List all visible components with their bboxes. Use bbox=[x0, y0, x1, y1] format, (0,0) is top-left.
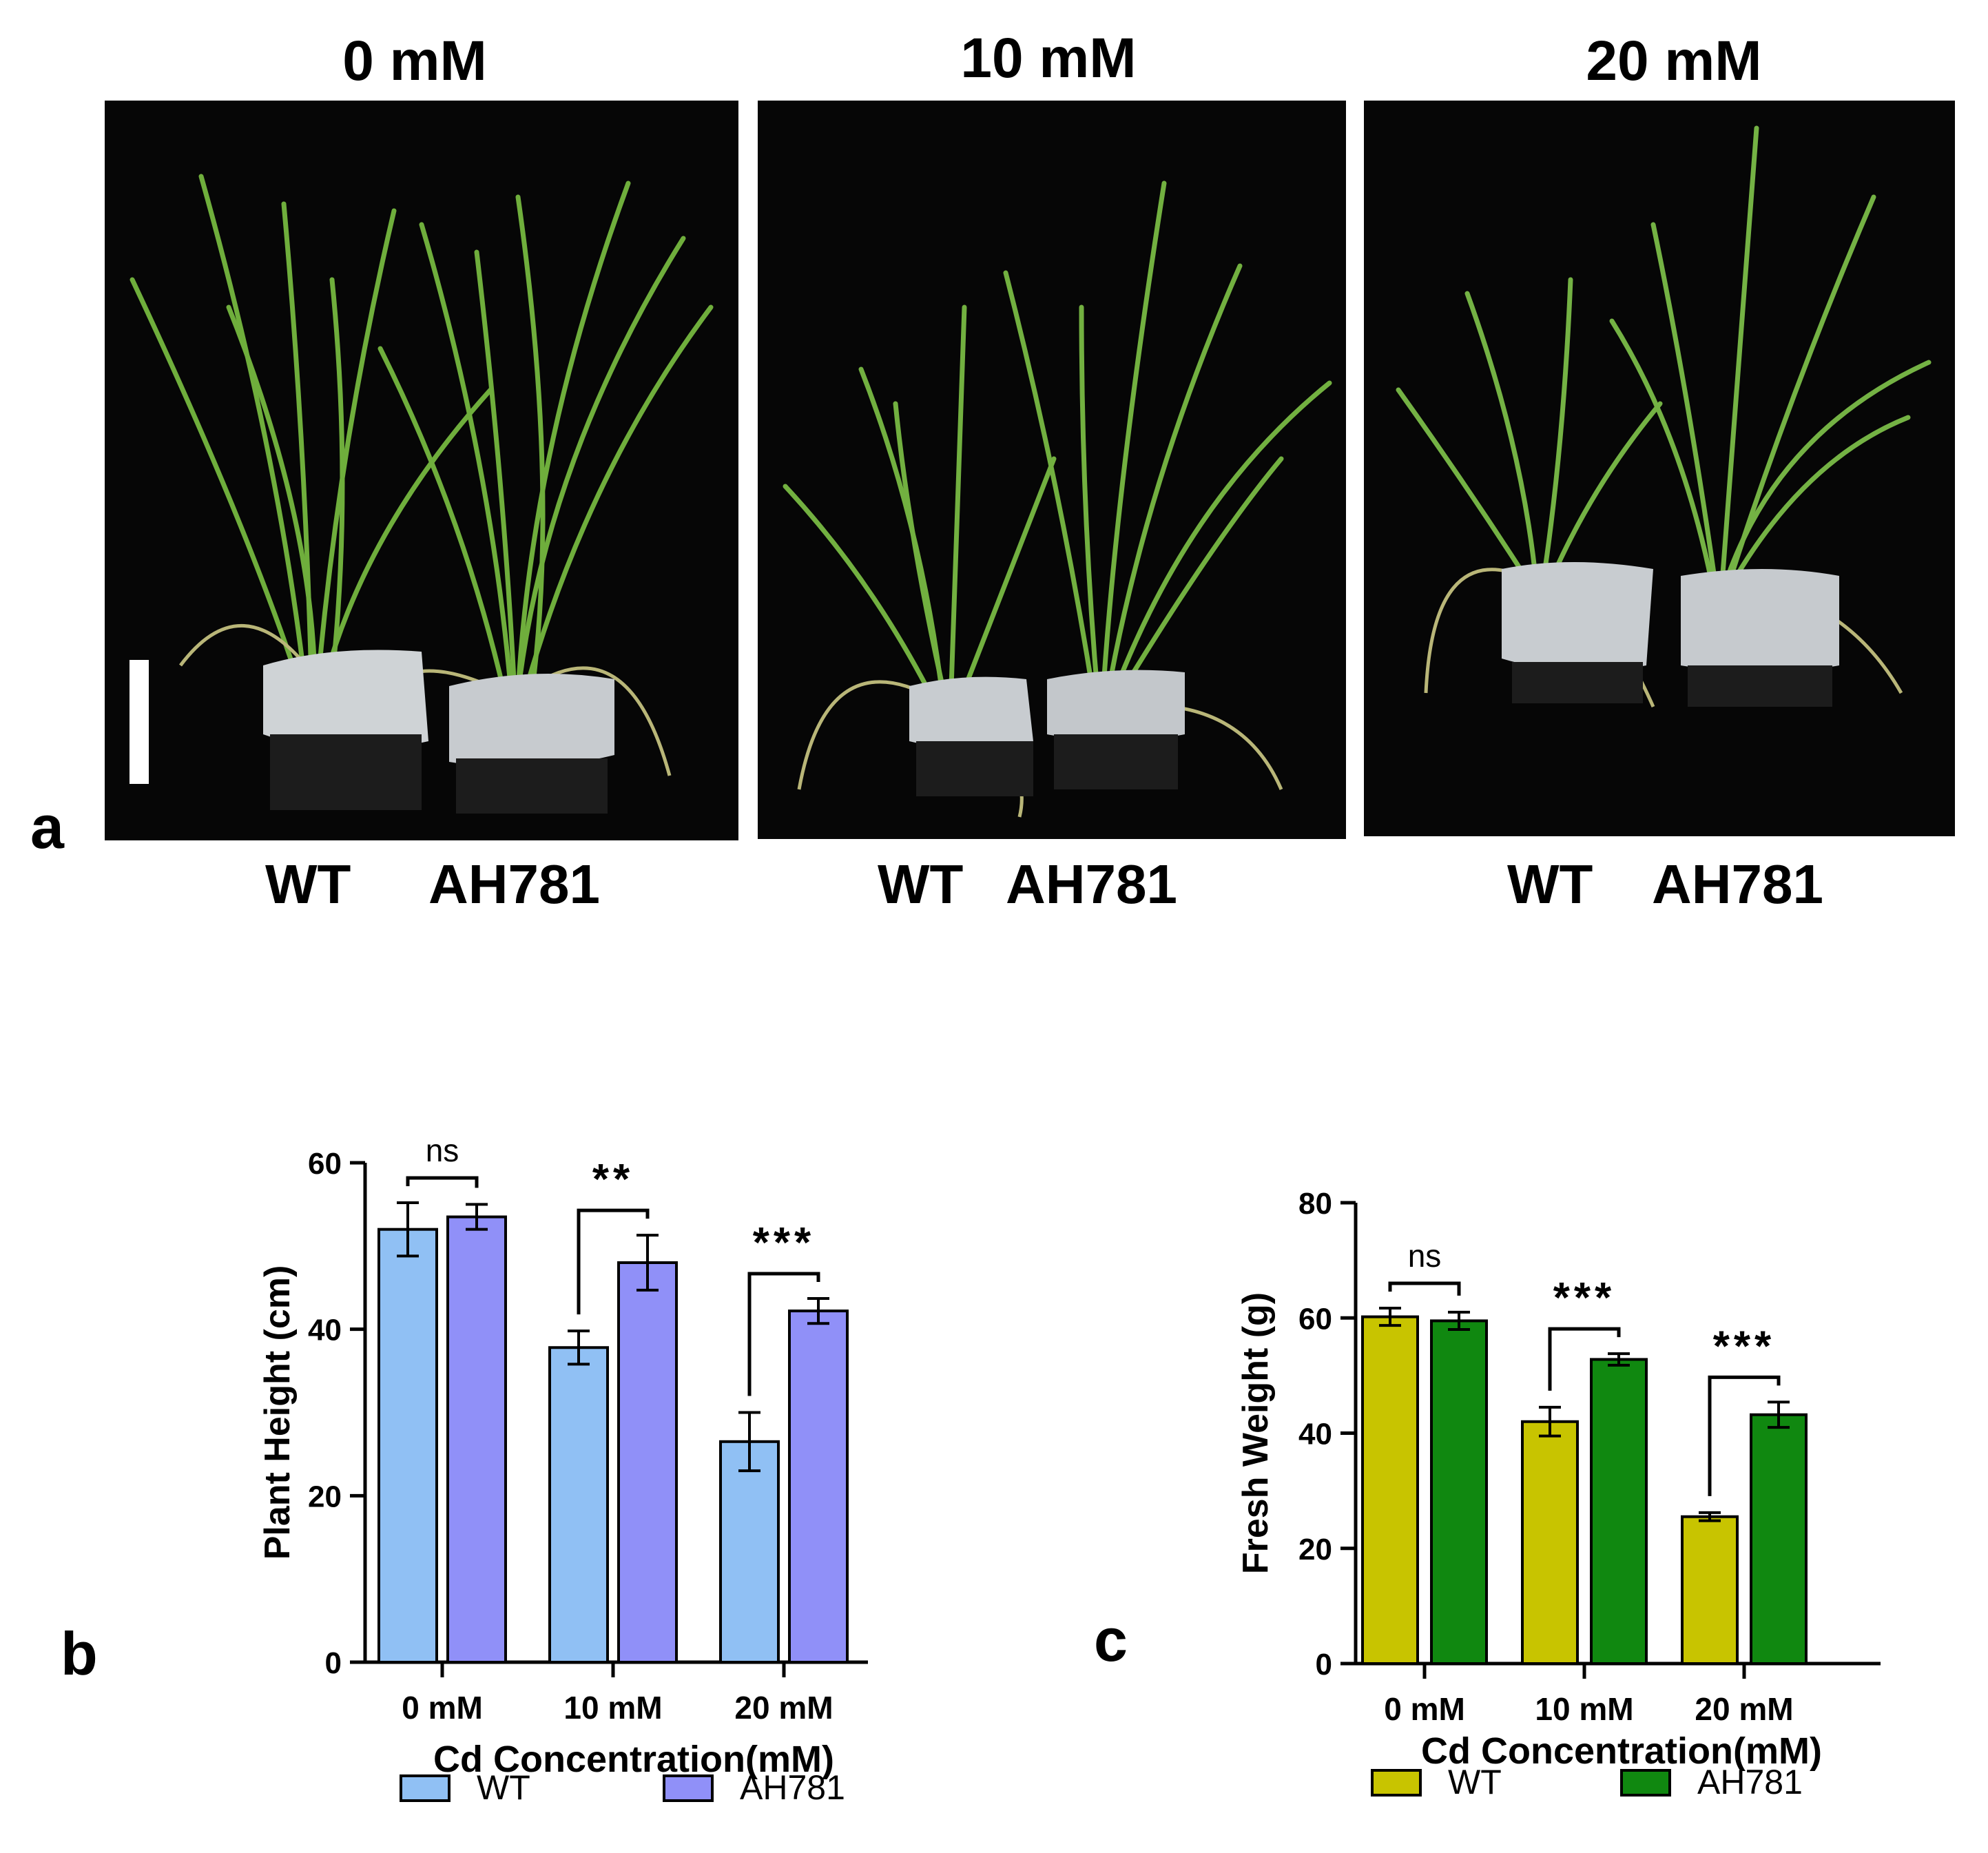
x-axis-label: Cd Concentration(mM) bbox=[1421, 1730, 1822, 1772]
plant-photo-10mM bbox=[758, 101, 1346, 839]
y-tick-label-4: 80 bbox=[1298, 1187, 1332, 1221]
mutant-label-20mM: AH781 bbox=[1652, 853, 1824, 915]
x-tick-label-0: 0 mM bbox=[1384, 1691, 1465, 1727]
significance-label-0: ns bbox=[426, 1132, 459, 1168]
x-tick-label-0: 0 mM bbox=[402, 1690, 483, 1726]
bar-wt-2 bbox=[719, 1440, 780, 1664]
significance-bracket-0 bbox=[406, 1176, 479, 1188]
wt-label-10mM: WT bbox=[878, 853, 964, 915]
x-tick-label-2: 20 mM bbox=[734, 1690, 833, 1726]
plant-photo-0mM bbox=[105, 101, 738, 840]
significance-label-2: *** bbox=[753, 1219, 815, 1267]
legend-swatch-wt bbox=[400, 1774, 451, 1802]
y-axis-label: Plant Height (cm) bbox=[258, 1265, 298, 1560]
legend-swatch-wt bbox=[1371, 1769, 1422, 1797]
y-tick-label-3: 60 bbox=[308, 1147, 342, 1181]
significance-label-1: *** bbox=[1553, 1274, 1615, 1322]
plant-photo-20mM bbox=[1364, 101, 1955, 836]
significance-bracket-2 bbox=[747, 1272, 820, 1396]
condition-title-0: 0 mM bbox=[342, 30, 487, 92]
bar-ah781-2 bbox=[788, 1309, 849, 1664]
bar-wt-0 bbox=[377, 1228, 438, 1664]
plant-photo-10mM-art bbox=[758, 101, 1346, 839]
bar-ah781-2 bbox=[1750, 1413, 1808, 1665]
condition-title-2: 20 mM bbox=[1586, 30, 1762, 92]
x-axis-label: Cd Concentration(mM) bbox=[433, 1739, 834, 1780]
y-tick-label-1: 20 bbox=[1298, 1533, 1332, 1566]
chart-plant-height: 0 20 40 60 Plant Height (cm) 0 mM ns 10 mM ** 20 … bbox=[258, 1132, 868, 1807]
y-axis-label: Fresh Weight (g) bbox=[1236, 1292, 1276, 1574]
legend-swatch-ah781 bbox=[1620, 1769, 1671, 1797]
significance-bracket-1 bbox=[577, 1208, 650, 1315]
plant-photo-0mM-art bbox=[105, 101, 738, 840]
y-tick-label-1: 20 bbox=[308, 1480, 342, 1513]
legend-label-ah781: AH781 bbox=[1697, 1763, 1803, 1801]
significance-bracket-1 bbox=[1548, 1327, 1621, 1391]
y-tick-label-2: 40 bbox=[1298, 1418, 1332, 1451]
bar-wt-2 bbox=[1681, 1515, 1739, 1665]
y-tick-label-0: 0 bbox=[1316, 1648, 1332, 1681]
panel-letter-b: b bbox=[61, 1619, 98, 1688]
panel-letter-a: a bbox=[30, 793, 64, 861]
legend-swatch-ah781 bbox=[663, 1774, 714, 1802]
bar-wt-1 bbox=[548, 1346, 609, 1664]
panel-letter-c: c bbox=[1094, 1606, 1128, 1674]
x-tick-label-2: 20 mM bbox=[1695, 1691, 1793, 1727]
chart-fresh-weight: 0 20 40 60 80 Fresh Weight (g) 0 mM ns 10 mM *** 2… bbox=[1236, 1187, 1881, 1801]
bar-ah781-1 bbox=[617, 1261, 678, 1664]
bar-ah781-0 bbox=[1430, 1319, 1488, 1665]
wt-label-0mM: WT bbox=[265, 853, 351, 915]
plant-photo-20mM-art bbox=[1364, 101, 1955, 836]
bar-wt-0 bbox=[1361, 1315, 1419, 1665]
bar-wt-1 bbox=[1521, 1420, 1579, 1665]
mutant-label-10mM: AH781 bbox=[1006, 853, 1178, 915]
x-tick-label-1: 10 mM bbox=[563, 1690, 662, 1726]
y-tick-label-2: 40 bbox=[308, 1314, 342, 1347]
bar-ah781-0 bbox=[446, 1215, 507, 1664]
significance-label-2: *** bbox=[1713, 1323, 1775, 1370]
legend-label-ah781: AH781 bbox=[740, 1768, 845, 1807]
legend-label-wt: WT bbox=[477, 1768, 530, 1807]
significance-bracket-0 bbox=[1388, 1281, 1461, 1296]
mutant-label-0mM: AH781 bbox=[428, 853, 601, 915]
significance-label-1: ** bbox=[592, 1156, 634, 1203]
y-tick-label-3: 60 bbox=[1298, 1302, 1332, 1336]
bar-ah781-1 bbox=[1590, 1358, 1648, 1665]
wt-label-20mM: WT bbox=[1507, 853, 1593, 915]
condition-title-1: 10 mM bbox=[960, 27, 1137, 90]
legend-label-wt: WT bbox=[1448, 1763, 1502, 1801]
y-tick-label-0: 0 bbox=[325, 1646, 342, 1680]
significance-label-0: ns bbox=[1408, 1238, 1442, 1274]
significance-bracket-2 bbox=[1708, 1375, 1781, 1496]
x-tick-label-1: 10 mM bbox=[1535, 1691, 1633, 1727]
